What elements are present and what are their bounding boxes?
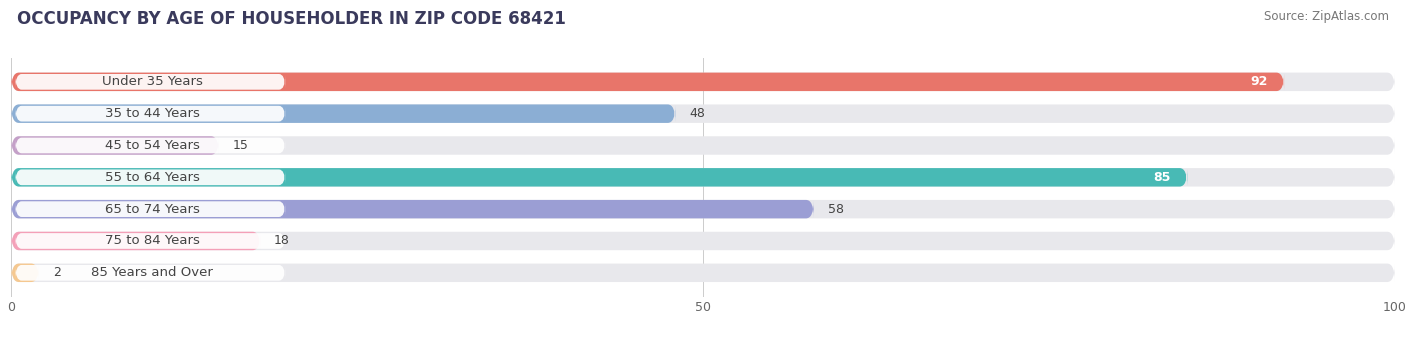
FancyBboxPatch shape (11, 168, 1395, 187)
FancyBboxPatch shape (11, 264, 39, 282)
Text: 85 Years and Over: 85 Years and Over (91, 266, 214, 279)
Text: 45 to 54 Years: 45 to 54 Years (105, 139, 200, 152)
FancyBboxPatch shape (15, 74, 285, 90)
FancyBboxPatch shape (11, 232, 260, 250)
FancyBboxPatch shape (15, 233, 285, 249)
Text: 48: 48 (689, 107, 704, 120)
FancyBboxPatch shape (11, 232, 1395, 250)
FancyBboxPatch shape (11, 264, 1395, 282)
Text: 92: 92 (1250, 75, 1267, 88)
Text: 85: 85 (1153, 171, 1171, 184)
FancyBboxPatch shape (11, 200, 814, 218)
Text: 2: 2 (53, 266, 60, 279)
Text: 35 to 44 Years: 35 to 44 Years (105, 107, 200, 120)
Text: Under 35 Years: Under 35 Years (101, 75, 202, 88)
Text: OCCUPANCY BY AGE OF HOUSEHOLDER IN ZIP CODE 68421: OCCUPANCY BY AGE OF HOUSEHOLDER IN ZIP C… (17, 10, 565, 28)
FancyBboxPatch shape (15, 265, 285, 281)
FancyBboxPatch shape (11, 73, 1284, 91)
Text: 65 to 74 Years: 65 to 74 Years (105, 203, 200, 216)
FancyBboxPatch shape (15, 201, 285, 217)
FancyBboxPatch shape (15, 169, 285, 185)
FancyBboxPatch shape (15, 138, 285, 153)
FancyBboxPatch shape (11, 136, 219, 155)
Text: Source: ZipAtlas.com: Source: ZipAtlas.com (1264, 10, 1389, 23)
Text: 58: 58 (828, 203, 844, 216)
Text: 75 to 84 Years: 75 to 84 Years (105, 235, 200, 248)
FancyBboxPatch shape (11, 73, 1395, 91)
Text: 55 to 64 Years: 55 to 64 Years (105, 171, 200, 184)
FancyBboxPatch shape (11, 104, 675, 123)
FancyBboxPatch shape (11, 136, 1395, 155)
FancyBboxPatch shape (15, 106, 285, 121)
FancyBboxPatch shape (11, 168, 1187, 187)
FancyBboxPatch shape (11, 104, 1395, 123)
FancyBboxPatch shape (11, 200, 1395, 218)
Text: 15: 15 (232, 139, 249, 152)
Text: 18: 18 (274, 235, 290, 248)
